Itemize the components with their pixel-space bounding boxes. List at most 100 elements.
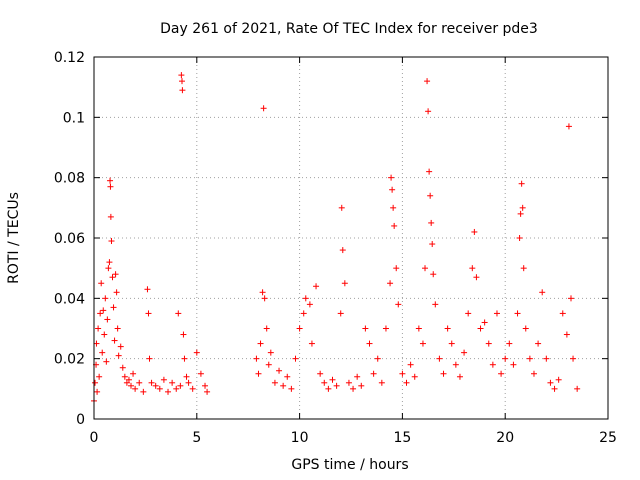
axis-ticks [93, 56, 609, 420]
data-point [370, 370, 377, 377]
data-point [339, 247, 346, 254]
y-tick-labels: 0 0.02 0.04 0.06 0.08 0.1 0.12 [54, 50, 85, 428]
data-point [175, 310, 182, 317]
data-point [99, 349, 106, 356]
data-point [522, 325, 529, 332]
data-point [202, 382, 209, 389]
data-point [177, 382, 184, 389]
data-point [378, 379, 385, 386]
data-point [178, 72, 185, 79]
data-point [280, 382, 287, 389]
data-point [101, 331, 108, 338]
data-point [526, 355, 533, 362]
data-point [189, 385, 196, 392]
data-point [510, 361, 517, 368]
x-axis-label: GPS time / hours [291, 457, 408, 473]
data-point [257, 340, 264, 347]
data-point [113, 289, 120, 296]
data-point [436, 355, 443, 362]
data-point [395, 301, 402, 308]
data-point [97, 310, 104, 317]
y-tick-label: 0 [76, 412, 85, 428]
data-point [429, 241, 436, 248]
data-point [96, 373, 103, 380]
data-point [559, 310, 566, 317]
data-point [160, 376, 167, 383]
data-point [300, 310, 307, 317]
x-tick-label: 5 [192, 430, 201, 446]
data-point [473, 274, 480, 281]
data-point [193, 349, 200, 356]
data-point [267, 349, 274, 356]
data-point [115, 352, 122, 359]
data-point [555, 376, 562, 383]
data-point [391, 222, 398, 229]
data-point [444, 325, 451, 332]
data-point [181, 355, 188, 362]
data-point [260, 105, 267, 112]
data-point [498, 370, 505, 377]
data-point [296, 325, 303, 332]
y-axis-label: ROTI / TECUs [6, 192, 22, 284]
data-point [263, 325, 270, 332]
data-point [485, 340, 492, 347]
data-point [329, 376, 336, 383]
data-point [165, 388, 172, 395]
data-point [111, 337, 118, 344]
data-point [469, 265, 476, 272]
data-point [393, 265, 400, 272]
data-point [144, 286, 151, 293]
data-point [109, 274, 116, 281]
data-point [350, 385, 357, 392]
data-point [354, 373, 361, 380]
data-point [362, 325, 369, 332]
data-point [407, 361, 414, 368]
data-point [337, 310, 344, 317]
data-point [481, 319, 488, 326]
data-point [506, 340, 513, 347]
data-point [382, 325, 389, 332]
data-point [461, 349, 468, 356]
data-point [489, 361, 496, 368]
data-point [108, 238, 115, 245]
data-point [432, 301, 439, 308]
data-point [390, 204, 397, 211]
data-point [185, 379, 192, 386]
data-point [106, 259, 113, 266]
data-point [112, 271, 119, 278]
data-point [426, 168, 433, 175]
data-point [399, 370, 406, 377]
data-point [345, 379, 352, 386]
data-point [132, 385, 139, 392]
data-point [306, 301, 313, 308]
x-tick-label: 0 [90, 430, 99, 446]
data-point [276, 367, 283, 374]
data-point [114, 325, 121, 332]
data-point [425, 108, 432, 115]
data-point [317, 370, 324, 377]
data-point [204, 388, 211, 395]
data-point [253, 355, 260, 362]
data-point [387, 280, 394, 287]
data-point [519, 204, 526, 211]
data-point [104, 316, 111, 323]
data-point [103, 358, 110, 365]
data-point [271, 379, 278, 386]
y-tick-label: 0.1 [63, 110, 85, 126]
data-point [574, 385, 581, 392]
data-points [91, 72, 581, 404]
y-tick-label: 0.12 [54, 50, 85, 66]
data-point [169, 379, 176, 386]
data-point [520, 265, 527, 272]
data-point [179, 87, 186, 94]
data-point [535, 340, 542, 347]
data-point [465, 310, 472, 317]
data-point [440, 370, 447, 377]
data-point [117, 343, 124, 350]
data-point [551, 385, 558, 392]
data-point [136, 379, 143, 386]
data-point [514, 310, 521, 317]
data-point [98, 280, 105, 287]
data-point [102, 295, 109, 302]
